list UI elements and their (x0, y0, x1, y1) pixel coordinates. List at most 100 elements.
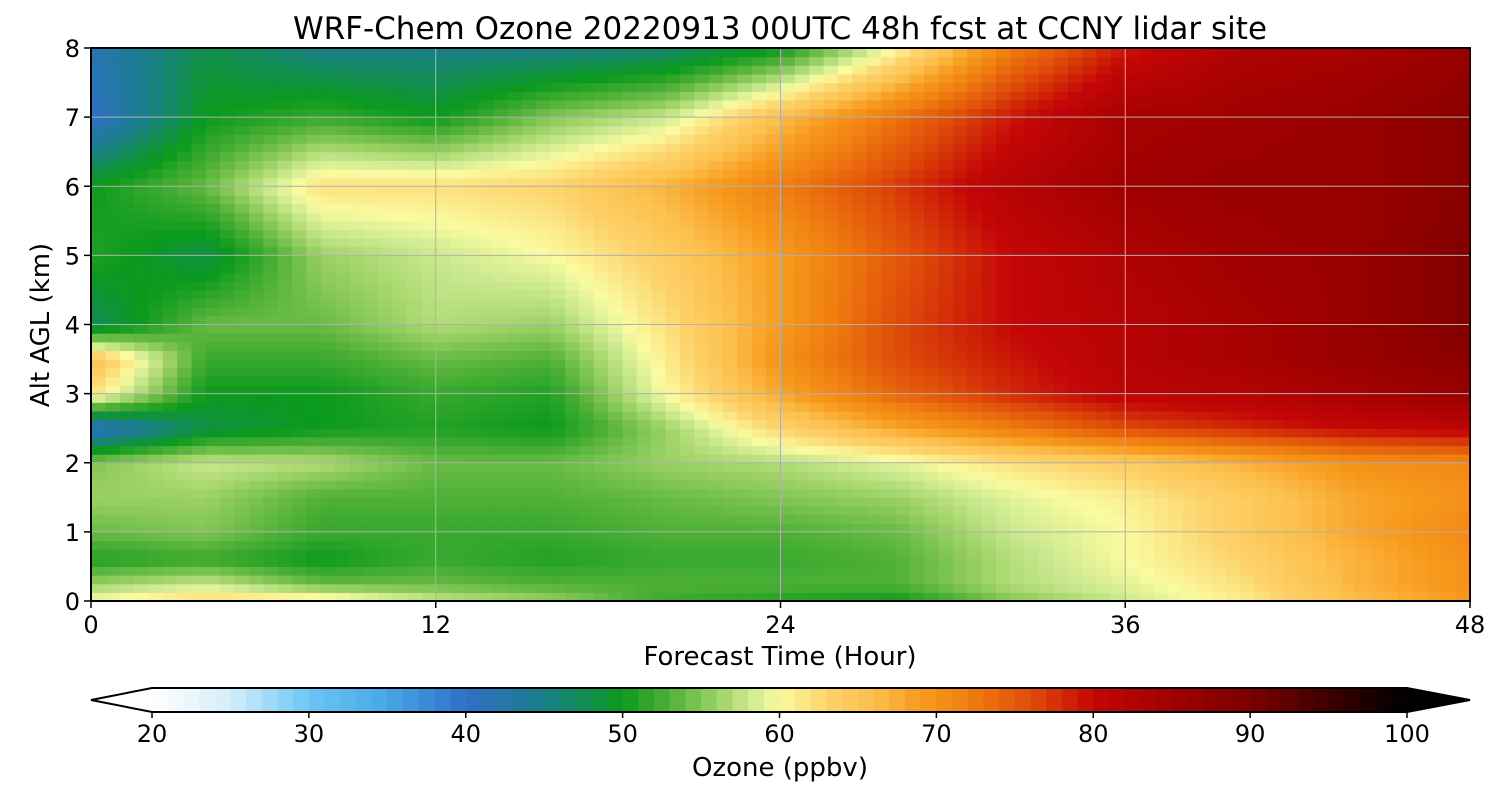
heatmap-cell (1010, 151, 1026, 161)
heatmap-cell (751, 428, 767, 438)
heatmap-cell (292, 73, 308, 84)
heatmap-cell (162, 220, 178, 231)
heatmap-cell (148, 194, 164, 205)
heatmap-cell (565, 160, 580, 170)
heatmap-cell (665, 575, 681, 585)
heatmap-cell (938, 419, 954, 429)
heatmap-cell (1139, 194, 1155, 205)
heatmap-cell (349, 333, 365, 343)
heatmap-cell (148, 462, 164, 472)
heatmap-cell (651, 203, 667, 213)
heatmap-cell (191, 557, 207, 568)
heatmap-cell (493, 73, 509, 84)
heatmap-cell (866, 307, 882, 317)
heatmap-cell (967, 497, 983, 507)
heatmap-cell (579, 168, 595, 179)
heatmap-cell (320, 341, 336, 352)
heatmap-cell (852, 281, 868, 291)
heatmap-cell (708, 471, 724, 481)
heatmap-cell (866, 575, 882, 585)
heatmap-cell (636, 540, 652, 550)
heatmap-cell (119, 566, 135, 576)
heatmap-cell (493, 212, 509, 222)
heatmap-cell (1125, 402, 1141, 412)
heatmap-cell (952, 125, 968, 136)
heatmap-cell (852, 462, 868, 472)
heatmap-cell (952, 281, 968, 291)
heatmap-cell (306, 264, 322, 274)
heatmap-cell (1067, 583, 1083, 593)
heatmap-cell (579, 454, 595, 464)
heatmap-cell (536, 56, 552, 66)
heatmap-cell (780, 384, 796, 395)
heatmap-cell (1153, 324, 1169, 334)
heatmap-cell (119, 315, 135, 326)
heatmap-cell (1182, 48, 1198, 58)
heatmap-cell (119, 108, 135, 118)
heatmap-cell (794, 359, 810, 369)
heatmap-cell (636, 333, 652, 343)
heatmap-cell (1110, 384, 1126, 395)
heatmap-cell (794, 462, 810, 472)
heatmap-cell (952, 376, 968, 386)
heatmap-cell (938, 376, 954, 386)
heatmap-cell (464, 91, 480, 101)
heatmap-cell (1096, 315, 1112, 326)
heatmap-cell (435, 134, 451, 144)
heatmap-cell (1197, 376, 1213, 386)
heatmap-cell (1010, 549, 1026, 559)
heatmap-cell (1182, 505, 1198, 516)
heatmap-cell (493, 307, 509, 317)
heatmap-cell (895, 99, 911, 110)
heatmap-cell (924, 436, 940, 447)
heatmap-cell (177, 264, 193, 274)
heatmap-cell (909, 531, 925, 542)
heatmap-cell (464, 238, 480, 248)
heatmap-cell (177, 220, 193, 231)
heatmap-cell (565, 419, 580, 429)
heatmap-cell (407, 134, 422, 144)
heatmap-cell (852, 91, 868, 101)
heatmap-cell (493, 488, 509, 498)
heatmap-cell (579, 203, 595, 213)
heatmap-cell (579, 125, 595, 136)
heatmap-cell (852, 428, 868, 438)
heatmap-cell (119, 177, 135, 187)
heatmap-cell (1125, 108, 1141, 118)
heatmap-cell (1125, 367, 1141, 377)
heatmap-cell (1182, 428, 1198, 438)
heatmap-cell (651, 298, 667, 308)
heatmap-cell (708, 341, 724, 352)
heatmap-cell (866, 298, 882, 308)
heatmap-cell (1039, 246, 1055, 256)
heatmap-cell (723, 566, 738, 576)
heatmap-cell (191, 194, 207, 205)
heatmap-cell (1096, 350, 1112, 360)
heatmap-cell (306, 212, 322, 222)
heatmap-cell (119, 289, 135, 300)
heatmap-cell (1168, 402, 1184, 412)
heatmap-cell (823, 134, 839, 144)
heatmap-cell (335, 289, 351, 300)
heatmap-cell (794, 488, 810, 498)
heatmap-cell (521, 246, 537, 256)
heatmap-cell (952, 557, 968, 568)
heatmap-cell (478, 168, 494, 179)
heatmap-cell (967, 462, 983, 472)
heatmap-cell (909, 143, 925, 153)
heatmap-cell (320, 583, 336, 593)
heatmap-cell (1153, 367, 1169, 377)
heatmap-cell (780, 523, 796, 533)
heatmap-cell (565, 359, 580, 369)
heatmap-cell (464, 376, 480, 386)
heatmap-cell (1067, 350, 1083, 360)
heatmap-cell (421, 281, 437, 291)
heatmap-cell (809, 436, 825, 447)
heatmap-cell (1096, 445, 1112, 455)
heatmap-cell (162, 168, 178, 179)
heatmap-cell (407, 497, 422, 507)
heatmap-cell (909, 350, 925, 360)
heatmap-cell (349, 143, 365, 153)
heatmap-cell (636, 402, 652, 412)
heatmap-cell (162, 575, 178, 585)
